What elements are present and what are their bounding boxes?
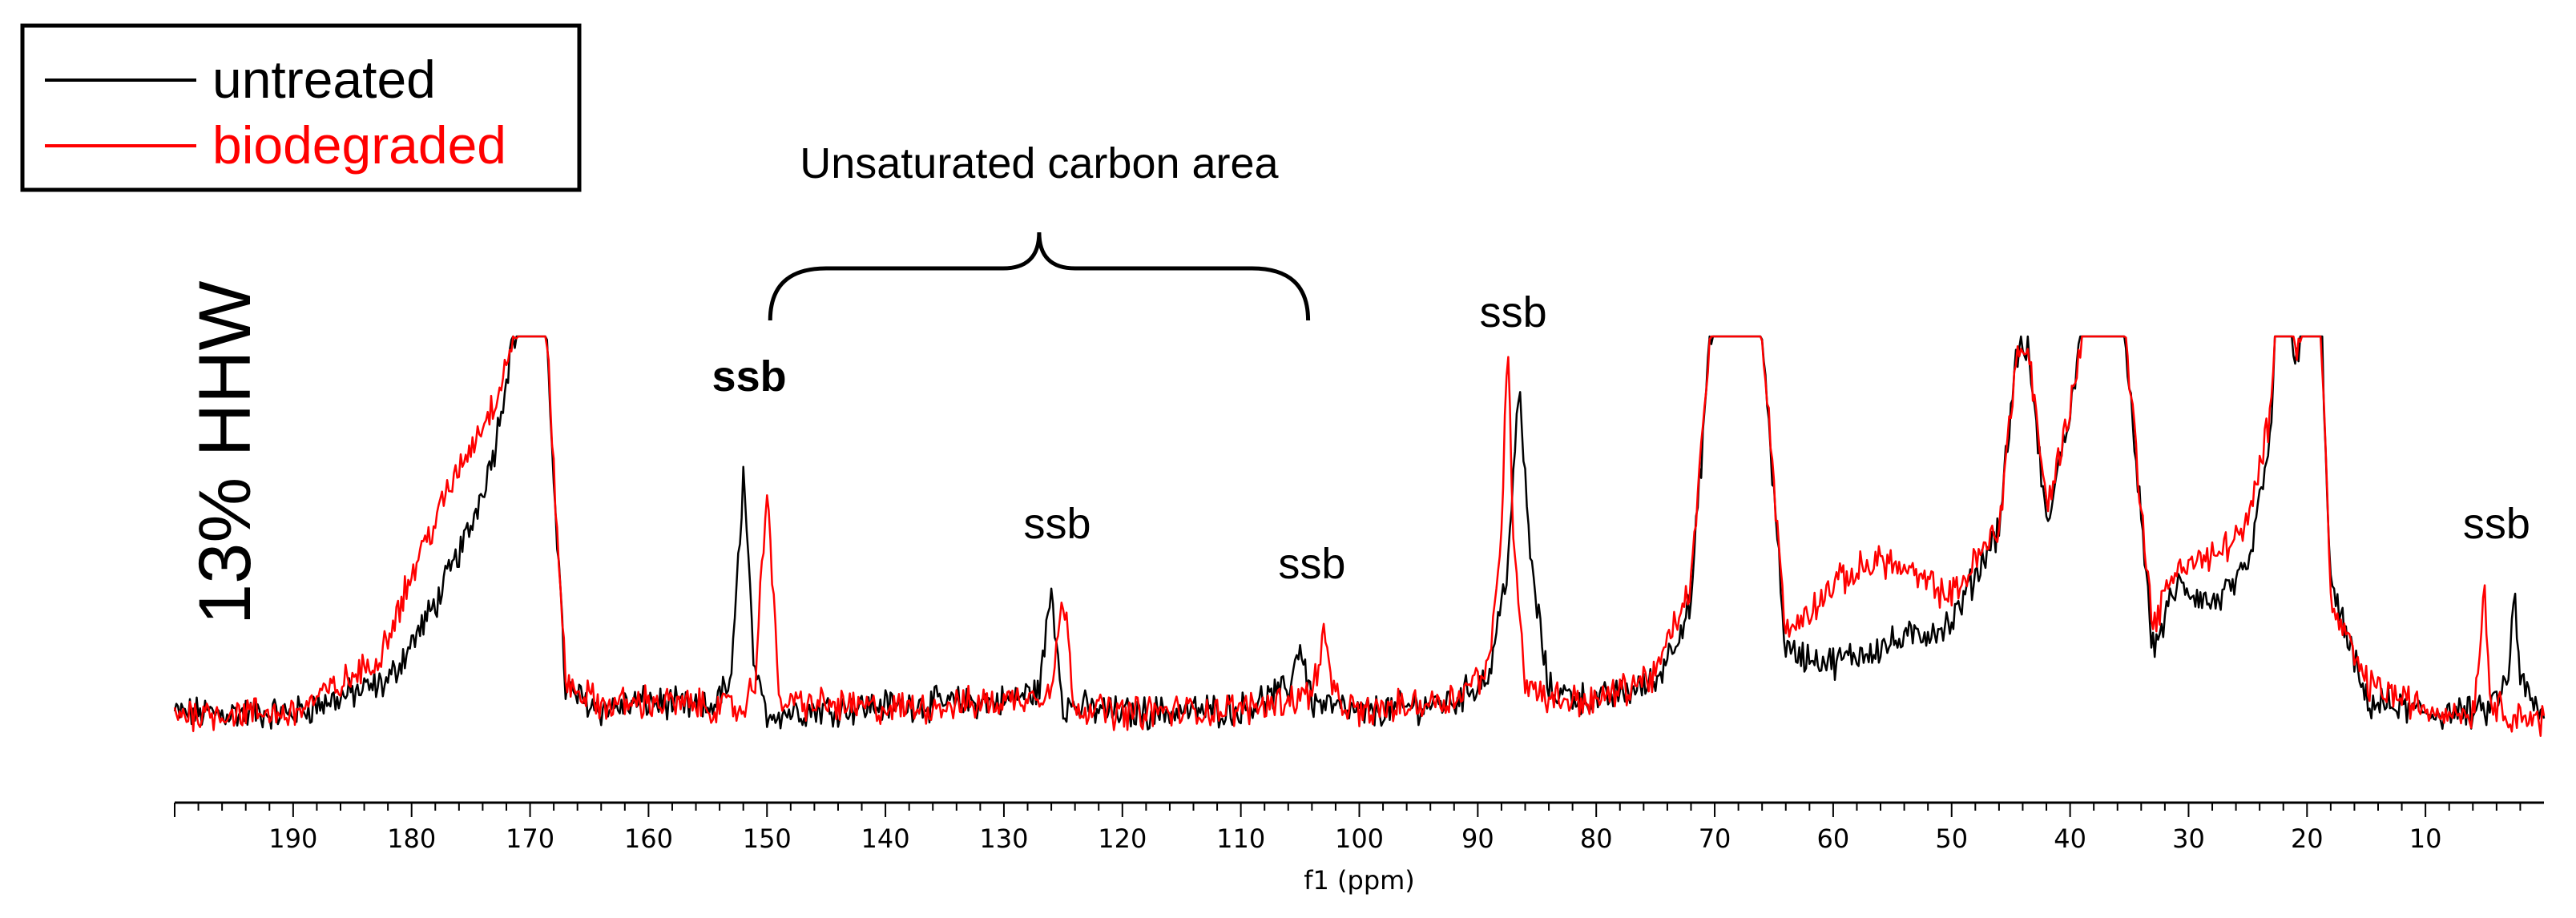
x-tick-label: 80 xyxy=(1580,823,1613,854)
legend-label-biodegraded: biodegraded xyxy=(212,115,506,175)
x-tick-label: 190 xyxy=(268,823,317,854)
x-tick-label: 20 xyxy=(2291,823,2324,854)
x-tick-label: 120 xyxy=(1098,823,1147,854)
x-tick-label: 70 xyxy=(1699,823,1731,854)
x-axis-label: f1 (ppm) xyxy=(1304,865,1415,896)
sample-title: 13% HHW xyxy=(184,280,266,625)
x-tick-label: 100 xyxy=(1335,823,1384,854)
x-tick-label: 160 xyxy=(624,823,673,854)
series-layer xyxy=(173,335,2546,737)
x-tick-label: 140 xyxy=(861,823,910,854)
legend-box xyxy=(20,23,582,192)
ssb-label: ssb xyxy=(2463,500,2530,548)
x-tick-label: 180 xyxy=(387,823,436,854)
x-tick-label: 40 xyxy=(2054,823,2086,854)
ssb-label: ssb xyxy=(1278,540,1345,588)
x-tick-label: 10 xyxy=(2409,823,2442,854)
x-tick-label: 110 xyxy=(1216,823,1265,854)
x-tick-label: 130 xyxy=(979,823,1028,854)
legend-label-untreated: untreated xyxy=(212,50,436,109)
bracket-label: Unsaturated carbon area xyxy=(800,139,1279,187)
ssb-annotations: ssb ssb ssb ssb ssb xyxy=(712,288,2530,588)
series-line-untreated xyxy=(173,335,2546,731)
legend: untreated biodegraded xyxy=(20,23,582,192)
x-tick-label: 170 xyxy=(506,823,554,854)
bracket-shape xyxy=(768,232,1311,321)
ssb-label: ssb xyxy=(1480,288,1547,336)
x-tick-label: 90 xyxy=(1461,823,1494,854)
x-tick-label: 150 xyxy=(743,823,792,854)
ssb-label: ssb xyxy=(712,352,787,401)
series-line-biodegraded xyxy=(173,335,2546,737)
ssb-label: ssb xyxy=(1023,500,1090,548)
x-axis: 190 180 170 160 150 140 130 120 110 100 90 80 70 60 50… xyxy=(174,801,2544,854)
x-tick-label: 60 xyxy=(1817,823,1850,854)
x-tick-label: 30 xyxy=(2172,823,2205,854)
unsaturated-carbon-bracket: Unsaturated carbon area xyxy=(768,139,1311,321)
x-tick-label: 50 xyxy=(1935,823,1968,854)
